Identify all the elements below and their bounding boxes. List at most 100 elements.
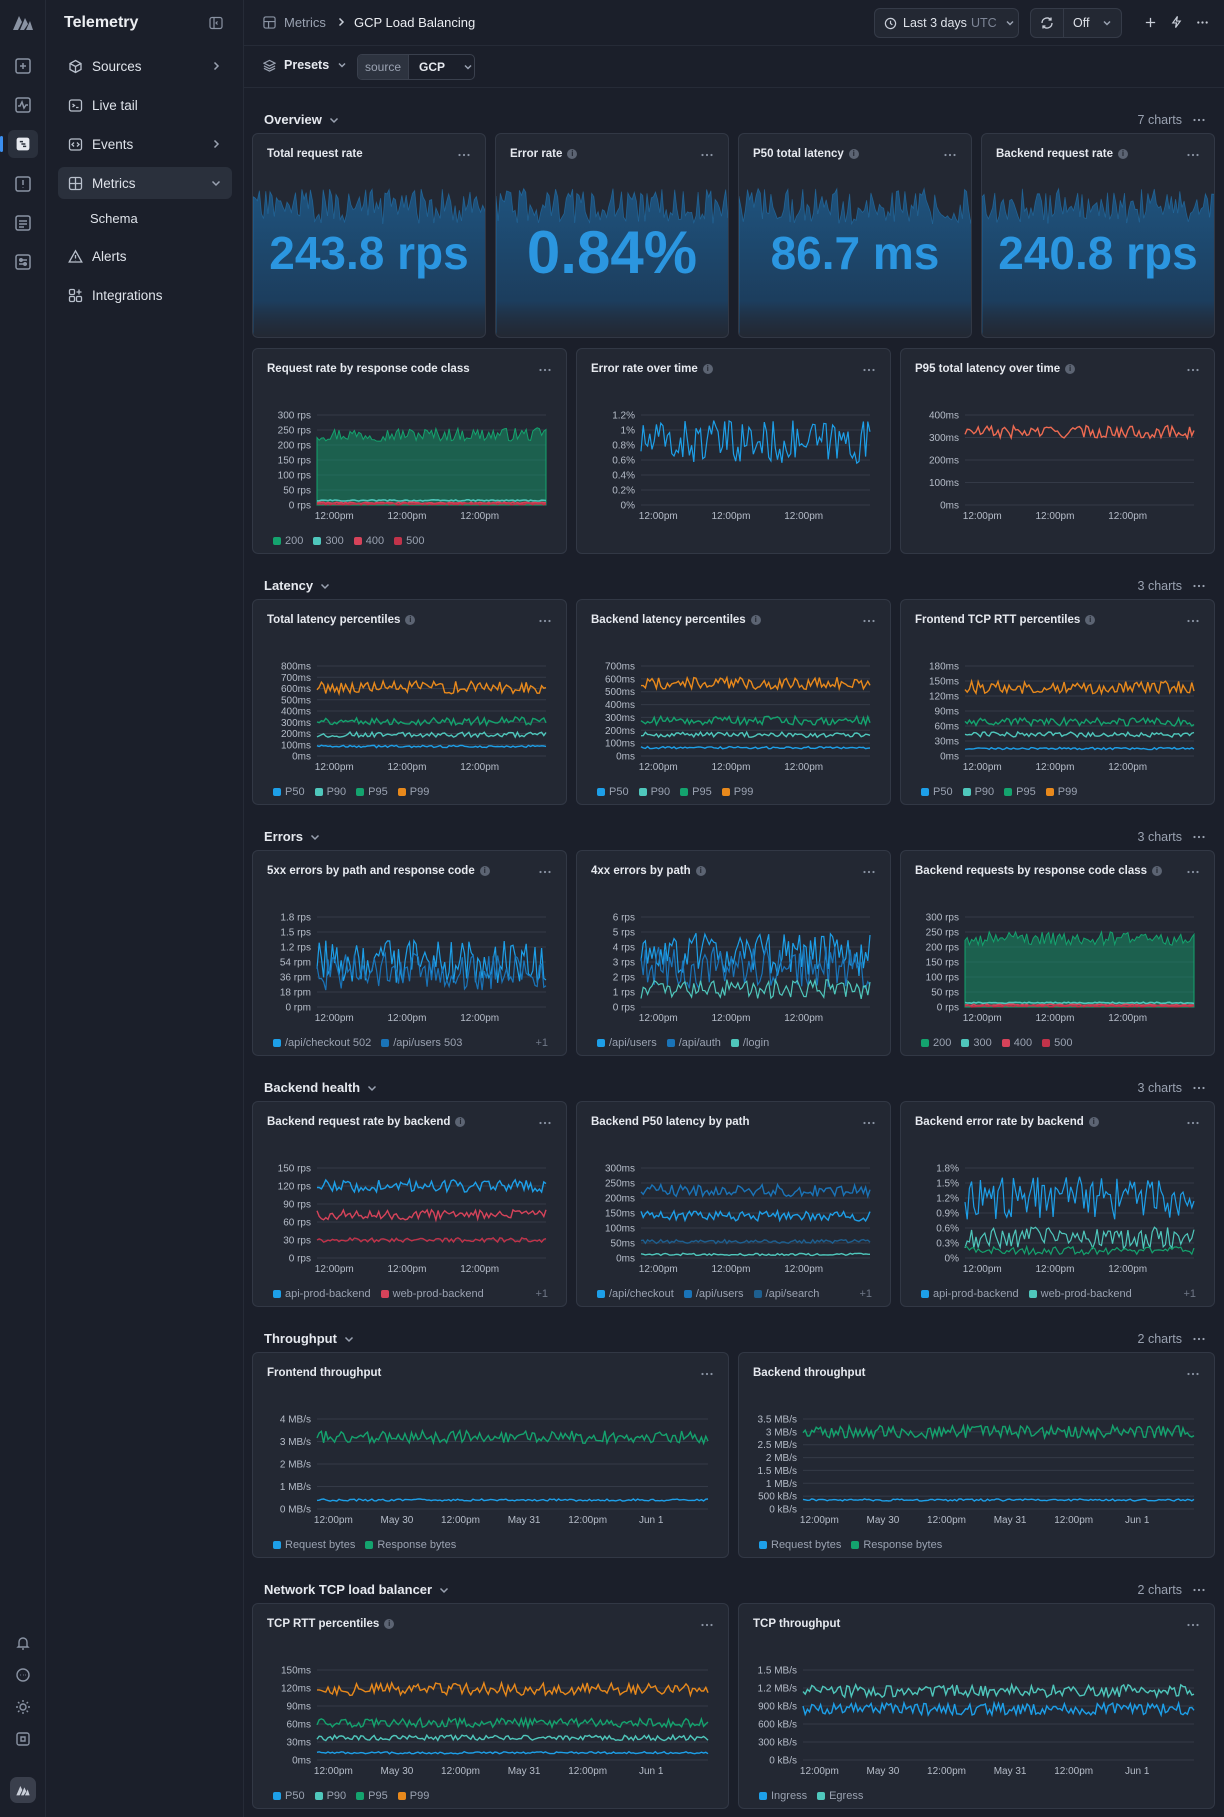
card-menu-icon[interactable] <box>538 363 552 377</box>
legend-item[interactable]: P99 <box>409 1790 430 1802</box>
legend-item[interactable]: Ingress <box>771 1790 808 1802</box>
legend-item[interactable]: Request bytes <box>285 1539 356 1551</box>
card-menu-icon[interactable] <box>1186 1367 1200 1381</box>
sidebar-item-alerts[interactable]: Alerts <box>58 240 232 272</box>
legend-item[interactable]: 500 <box>406 535 425 547</box>
legend-item[interactable]: P90 <box>326 1790 347 1802</box>
source-filter[interactable]: source GCP <box>357 54 475 80</box>
legend-item[interactable]: /api/checkout <box>609 1288 674 1300</box>
legend-item[interactable]: P90 <box>650 786 671 798</box>
section-more-icon[interactable] <box>1192 830 1206 844</box>
sidebar-item-metrics[interactable]: Metrics <box>58 167 232 199</box>
section-more-icon[interactable] <box>1192 1583 1206 1597</box>
card-menu-icon[interactable] <box>457 148 471 162</box>
refresh-button[interactable] <box>1031 9 1064 37</box>
legend-item[interactable]: /login <box>742 1037 770 1049</box>
legend-item[interactable]: 300 <box>973 1037 992 1049</box>
card-menu-icon[interactable] <box>862 363 876 377</box>
sidebar-collapse-icon[interactable] <box>209 16 223 30</box>
legend-item[interactable]: Egress <box>829 1790 864 1802</box>
legend-item[interactable]: Request bytes <box>771 1539 842 1551</box>
time-range-picker[interactable]: Last 3 days UTC <box>874 8 1019 38</box>
card-menu-icon[interactable] <box>862 614 876 628</box>
settings-sliders-icon[interactable] <box>13 252 33 272</box>
card-menu-icon[interactable] <box>862 865 876 879</box>
legend-item[interactable]: P50 <box>933 786 953 798</box>
legend-item[interactable]: /api/users <box>695 1288 744 1300</box>
section-header-overview[interactable]: Overview <box>264 112 340 127</box>
legend-item[interactable]: api-prod-backend <box>933 1288 1019 1300</box>
legend-item[interactable]: /api/search <box>765 1288 820 1300</box>
legend-item[interactable]: P50 <box>285 786 305 798</box>
sidebar-item-events[interactable]: Events <box>58 128 232 160</box>
card-menu-icon[interactable] <box>862 1116 876 1130</box>
lightning-icon[interactable] <box>1170 15 1183 29</box>
card-menu-icon[interactable] <box>700 1367 714 1381</box>
section-header-network-tcp-load-balancer[interactable]: Network TCP load balancer <box>264 1582 450 1597</box>
legend-item[interactable]: P95 <box>1016 786 1036 798</box>
alert-square-icon[interactable] <box>13 174 33 194</box>
card-menu-icon[interactable] <box>700 1618 714 1632</box>
chat-icon[interactable] <box>15 1667 31 1683</box>
legend-more[interactable]: +1 <box>535 1037 548 1049</box>
card-menu-icon[interactable] <box>538 614 552 628</box>
card-menu-icon[interactable] <box>943 148 957 162</box>
legend-item[interactable]: 400 <box>365 535 385 547</box>
legend-item[interactable]: P95 <box>368 786 388 798</box>
avatar[interactable] <box>10 1777 36 1803</box>
legend-item[interactable]: 500 <box>1054 1037 1073 1049</box>
section-more-icon[interactable] <box>1192 1081 1206 1095</box>
card-menu-icon[interactable] <box>1186 1618 1200 1632</box>
legend-more[interactable]: +1 <box>859 1288 872 1300</box>
legend-more[interactable]: +1 <box>535 1288 548 1300</box>
legend-item[interactable]: 400 <box>1013 1037 1033 1049</box>
legend-item[interactable]: P95 <box>692 786 712 798</box>
sidebar-item-sources[interactable]: Sources <box>58 50 232 82</box>
legend-item[interactable]: P95 <box>368 1790 388 1802</box>
auto-refresh-control[interactable]: Off <box>1030 8 1122 38</box>
legend-item[interactable]: /api/checkout 502 <box>285 1037 372 1049</box>
section-header-backend-health[interactable]: Backend health <box>264 1080 378 1095</box>
legend-item[interactable]: P99 <box>733 786 754 798</box>
card-menu-icon[interactable] <box>1186 865 1200 879</box>
section-more-icon[interactable] <box>1192 1332 1206 1346</box>
breadcrumb-metrics[interactable]: Metrics <box>284 15 326 30</box>
legend-item[interactable]: P50 <box>285 1790 305 1802</box>
sidebar-item-integrations[interactable]: Integrations <box>58 279 232 311</box>
sun-icon[interactable] <box>15 1699 31 1715</box>
legend-item[interactable]: /api/users 503 <box>393 1037 463 1049</box>
metrics-icon[interactable] <box>8 130 38 158</box>
legend-item[interactable]: 200 <box>285 535 304 547</box>
card-menu-icon[interactable] <box>538 1116 552 1130</box>
dashboard-add-icon[interactable] <box>13 56 33 76</box>
legend-item[interactable]: P99 <box>409 786 430 798</box>
legend-item[interactable]: 200 <box>933 1037 952 1049</box>
command-icon[interactable] <box>15 1731 31 1747</box>
card-menu-icon[interactable] <box>700 148 714 162</box>
legend-item[interactable]: P50 <box>609 786 629 798</box>
legend-item[interactable]: /api/users <box>609 1037 657 1049</box>
section-more-icon[interactable] <box>1192 579 1206 593</box>
legend-item[interactable]: Response bytes <box>377 1539 457 1551</box>
database-icon[interactable] <box>13 213 33 233</box>
legend-item[interactable]: 300 <box>325 535 344 547</box>
sidebar-item-schema[interactable]: Schema <box>58 202 232 234</box>
legend-item[interactable]: web-prod-backend <box>1040 1288 1132 1300</box>
card-menu-icon[interactable] <box>1186 148 1200 162</box>
card-menu-icon[interactable] <box>1186 1116 1200 1130</box>
legend-item[interactable]: web-prod-backend <box>392 1288 484 1300</box>
legend-item[interactable]: P99 <box>1057 786 1078 798</box>
presets-dropdown[interactable]: Presets <box>263 58 347 72</box>
card-menu-icon[interactable] <box>1186 614 1200 628</box>
add-icon[interactable] <box>1144 16 1157 29</box>
legend-more[interactable]: +1 <box>1183 1288 1196 1300</box>
section-header-throughput[interactable]: Throughput <box>264 1331 355 1346</box>
activity-icon[interactable] <box>13 95 33 115</box>
legend-item[interactable]: Response bytes <box>863 1539 943 1551</box>
bell-icon[interactable] <box>15 1635 31 1651</box>
card-menu-icon[interactable] <box>538 865 552 879</box>
more-icon[interactable] <box>1196 16 1209 29</box>
card-menu-icon[interactable] <box>1186 363 1200 377</box>
legend-item[interactable]: api-prod-backend <box>285 1288 371 1300</box>
section-more-icon[interactable] <box>1192 113 1206 127</box>
